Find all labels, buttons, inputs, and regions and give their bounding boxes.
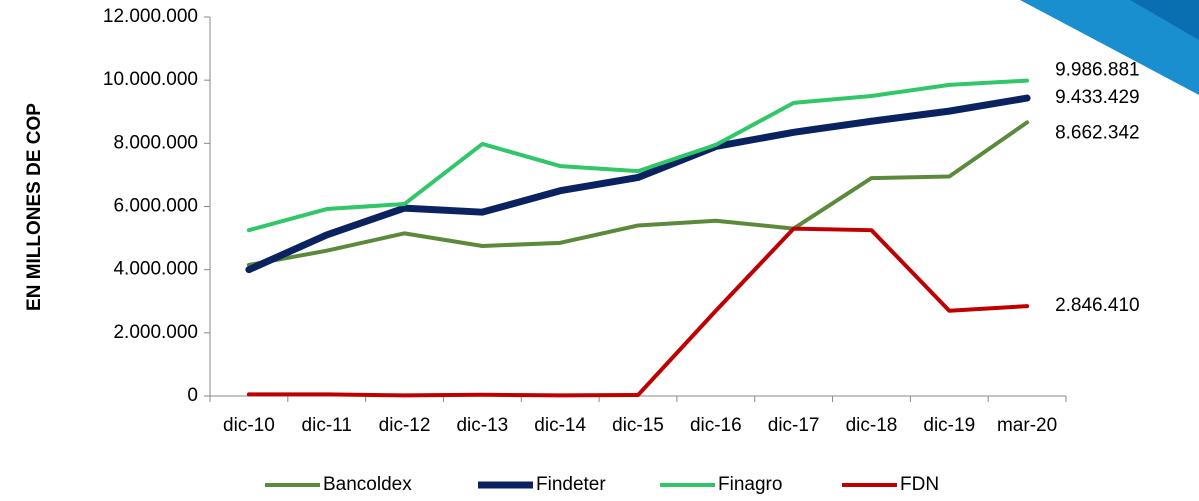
legend-label: FDN	[900, 474, 939, 495]
x-tick-label: dic-18	[846, 415, 898, 436]
legend-label: Bancoldex	[323, 474, 412, 495]
x-tick-label: mar-20	[997, 415, 1057, 436]
series-line	[245, 94, 1031, 274]
data-label: 9.433.429	[1055, 87, 1140, 108]
x-tick-label: dic-15	[612, 415, 664, 436]
x-tick-label: dic-10	[223, 415, 275, 436]
x-tick-label: dic-19	[923, 415, 975, 436]
y-tick-label: 0	[187, 385, 198, 406]
data-label: 2.846.410	[1055, 295, 1140, 316]
series-line	[246, 120, 1030, 267]
series-line	[246, 226, 1030, 398]
x-tick-label: dic-16	[690, 415, 742, 436]
y-tick-label: 2.000.000	[113, 322, 198, 343]
legend-label: Findeter	[536, 474, 606, 495]
y-axis-label: EN MILLONES DE COP	[24, 103, 45, 311]
y-tick-label: 6.000.000	[113, 196, 198, 217]
series-line	[246, 78, 1030, 233]
x-tick-label: dic-12	[379, 415, 431, 436]
legend-label: Finagro	[718, 474, 782, 495]
x-tick-label: dic-11	[302, 415, 352, 436]
x-tick-label: dic-17	[768, 415, 820, 436]
y-tick-label: 12.000.000	[103, 6, 198, 27]
y-tick-label: 4.000.000	[113, 259, 198, 280]
x-tick-label: dic-13	[456, 415, 508, 436]
x-tick-label: dic-14	[534, 415, 586, 436]
corner-decoration	[1020, 0, 1199, 95]
y-tick-label: 10.000.000	[103, 69, 198, 90]
y-tick-label: 8.000.000	[113, 132, 198, 153]
corner-decoration	[1130, 0, 1199, 40]
data-label: 8.662.342	[1055, 122, 1140, 143]
data-label: 9.986.881	[1055, 60, 1140, 81]
